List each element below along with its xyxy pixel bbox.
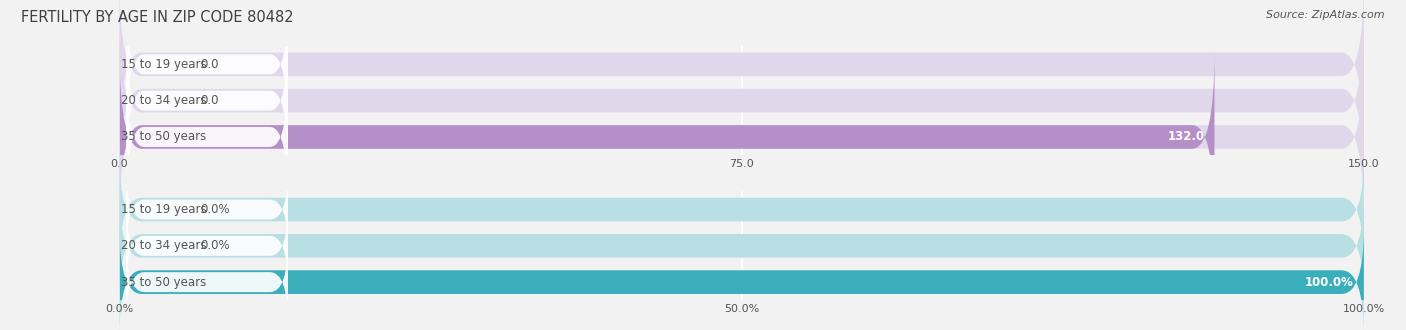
FancyBboxPatch shape: [120, 156, 1364, 263]
FancyBboxPatch shape: [127, 69, 288, 205]
Text: 15 to 19 years: 15 to 19 years: [121, 58, 207, 71]
FancyBboxPatch shape: [120, 192, 1364, 299]
FancyBboxPatch shape: [127, 204, 288, 288]
Text: 132.0: 132.0: [1167, 130, 1205, 144]
Text: 100.0%: 100.0%: [1305, 276, 1354, 289]
Text: 15 to 19 years: 15 to 19 years: [121, 203, 207, 216]
Text: 0.0%: 0.0%: [201, 239, 231, 252]
FancyBboxPatch shape: [120, 51, 1364, 223]
FancyBboxPatch shape: [127, 0, 288, 133]
Text: 0.0: 0.0: [201, 94, 219, 107]
Text: 20 to 34 years: 20 to 34 years: [121, 94, 207, 107]
Text: 20 to 34 years: 20 to 34 years: [121, 239, 207, 252]
FancyBboxPatch shape: [120, 51, 1215, 223]
FancyBboxPatch shape: [120, 229, 1364, 330]
FancyBboxPatch shape: [127, 240, 288, 324]
FancyBboxPatch shape: [127, 32, 288, 169]
Text: FERTILITY BY AGE IN ZIP CODE 80482: FERTILITY BY AGE IN ZIP CODE 80482: [21, 10, 294, 25]
Text: Source: ZipAtlas.com: Source: ZipAtlas.com: [1267, 10, 1385, 20]
FancyBboxPatch shape: [120, 229, 1364, 330]
FancyBboxPatch shape: [120, 0, 1364, 150]
FancyBboxPatch shape: [127, 167, 288, 252]
Text: 35 to 50 years: 35 to 50 years: [121, 130, 207, 144]
Text: 35 to 50 years: 35 to 50 years: [121, 276, 207, 289]
FancyBboxPatch shape: [120, 15, 1364, 187]
Text: 0.0: 0.0: [201, 58, 219, 71]
Text: 0.0%: 0.0%: [201, 203, 231, 216]
